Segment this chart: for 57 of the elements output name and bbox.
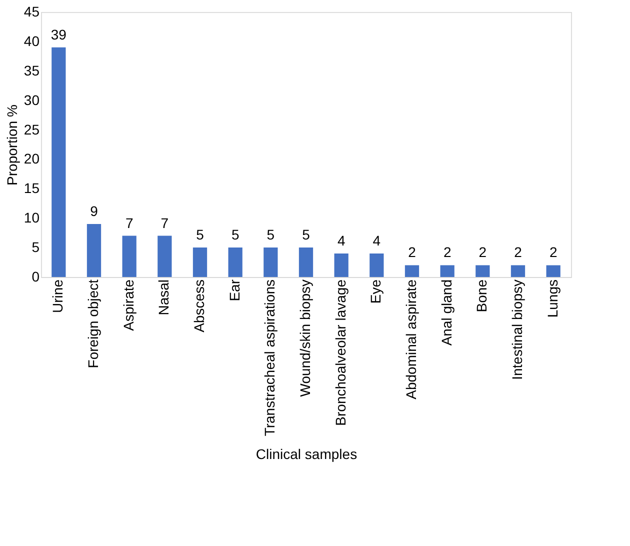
bar (192, 248, 208, 277)
data-label: 5 (266, 226, 275, 243)
x-tick-label: Anal gland (438, 280, 454, 346)
data-label: 2 (478, 244, 487, 260)
y-axis-title: Proportion % (4, 104, 20, 186)
y-tick-label: 45 (24, 4, 40, 20)
bar (334, 253, 348, 277)
data-label: 2 (443, 244, 452, 260)
data-label: 5 (302, 226, 310, 243)
x-tick-label: Transtracheal aspirations (262, 280, 278, 436)
y-tick-label: 20 (24, 150, 40, 167)
data-label: 9 (90, 203, 98, 219)
y-tick-label: 35 (24, 62, 40, 78)
data-label: 7 (160, 214, 169, 231)
x-tick-label: Ear (226, 279, 242, 302)
x-tick-label: Bronchoalveolar lavage (332, 279, 348, 426)
x-tick-label: Foreign object (85, 279, 101, 368)
y-tick-label: 15 (24, 180, 40, 196)
bar (370, 253, 384, 277)
y-tick-label: 40 (24, 32, 40, 49)
data-label: 5 (196, 226, 204, 243)
y-tick-label: 30 (24, 92, 40, 108)
bar (476, 265, 490, 277)
data-label: 2 (514, 244, 522, 260)
y-tick-label: 25 (24, 121, 40, 138)
x-tick-label: Urine (50, 279, 66, 313)
data-label: 4 (372, 232, 381, 248)
data-label: 5 (231, 226, 240, 243)
bar (298, 248, 314, 277)
bar (510, 265, 526, 277)
bar (264, 248, 278, 277)
x-tick-label: Lungs (544, 280, 560, 318)
bar (546, 265, 560, 277)
x-tick-label: Intestinal biopsy (509, 280, 525, 380)
data-label: 4 (337, 232, 346, 248)
x-tick-label: Wound/skin biopsy (297, 280, 313, 397)
data-label: 2 (549, 244, 558, 260)
data-label: 2 (408, 244, 416, 260)
bar (158, 236, 172, 277)
bar (404, 265, 420, 277)
bar (228, 248, 242, 277)
data-label: 7 (125, 214, 134, 231)
bar (440, 265, 454, 277)
x-tick-label: Bone (474, 279, 490, 312)
bar (122, 236, 136, 277)
x-axis-title: Clinical samples (256, 446, 358, 462)
data-label: 39 (50, 26, 67, 42)
x-tick-label: Aspirate (120, 279, 136, 331)
bar (86, 224, 102, 277)
y-tick-label: 5 (32, 239, 40, 256)
x-tick-label: Abscess (191, 280, 207, 332)
x-tick-label: Nasal (156, 280, 172, 316)
x-tick-label: Abdominal aspirate (403, 279, 419, 400)
x-tick-label: Eye (368, 279, 384, 304)
bar (52, 47, 66, 277)
y-tick-label: 0 (32, 268, 40, 284)
y-tick-label: 10 (24, 210, 40, 226)
